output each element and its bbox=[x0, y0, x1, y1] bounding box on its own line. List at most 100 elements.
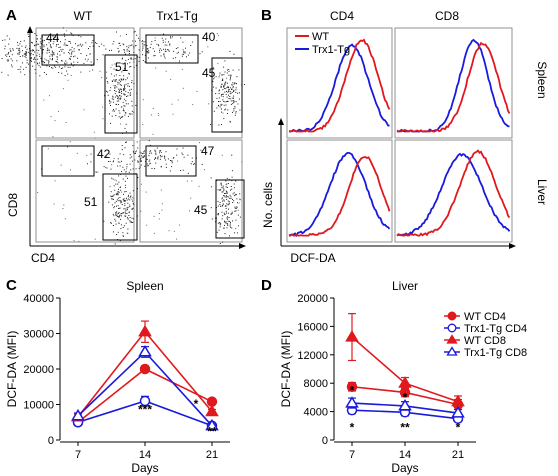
histogram-spleen-cd4 bbox=[286, 27, 393, 139]
panel-b-xlabel: DCF-DA bbox=[290, 251, 335, 265]
panel-b-header-cd8: CD8 bbox=[435, 9, 459, 23]
pct-cd4: 51 bbox=[115, 60, 129, 74]
x-axis-label: Days bbox=[131, 461, 158, 475]
y-tick-label: 0 bbox=[322, 435, 328, 447]
data-point bbox=[346, 381, 358, 392]
panel-c-letter: C bbox=[6, 277, 17, 294]
data-point bbox=[138, 344, 152, 357]
data-point bbox=[398, 376, 412, 388]
data-point bbox=[205, 418, 219, 431]
flow-plot-wt-bottom: 42 51 bbox=[1, 42, 141, 245]
x-tick-label: 14 bbox=[399, 449, 411, 461]
y-tick-label: 16000 bbox=[297, 321, 328, 333]
histogram-spleen-cd8 bbox=[394, 27, 513, 139]
panel-a-axes bbox=[27, 26, 246, 249]
data-point bbox=[398, 398, 412, 411]
legend-marker bbox=[446, 346, 458, 356]
legend-marker bbox=[446, 334, 458, 344]
series-wt-cd8 bbox=[345, 313, 465, 408]
legend-label: WT CD8 bbox=[464, 335, 506, 347]
pct-cd8: 42 bbox=[97, 147, 111, 161]
legend-marker bbox=[447, 311, 457, 321]
series-trx1-tg-cd8 bbox=[345, 396, 465, 418]
x-tick-label: 14 bbox=[139, 449, 151, 461]
panel-b-ylabel: No. cells bbox=[261, 182, 275, 228]
histogram-liver-cd8 bbox=[394, 139, 513, 243]
pct-cd4: 45 bbox=[202, 66, 216, 80]
x-tick-label: 7 bbox=[75, 449, 81, 461]
panel-a-xlabel: CD4 bbox=[31, 251, 55, 265]
significance-marker: * bbox=[456, 420, 461, 434]
data-point bbox=[205, 404, 219, 417]
y-tick-label: 8000 bbox=[304, 378, 328, 390]
gate-cd8 bbox=[145, 34, 199, 64]
significance-marker: * bbox=[350, 420, 355, 434]
flow-plot-wt-top: 44 51 bbox=[2, 27, 138, 139]
data-point bbox=[71, 408, 85, 421]
data-point bbox=[345, 396, 359, 408]
chart-title: Spleen bbox=[126, 279, 163, 293]
panel-b-row-spleen: Spleen bbox=[535, 61, 549, 98]
data-point bbox=[451, 406, 465, 418]
gate-cd4 bbox=[215, 179, 245, 239]
panel-b-axes bbox=[278, 118, 516, 249]
histogram-liver-cd4 bbox=[286, 139, 393, 243]
gate-cd8 bbox=[41, 145, 95, 177]
pct-cd8: 47 bbox=[201, 144, 215, 158]
y-tick-label: 10000 bbox=[23, 400, 54, 412]
data-point bbox=[139, 363, 151, 375]
data-point bbox=[451, 394, 465, 407]
legend-wt: WT bbox=[312, 31, 329, 43]
significance-marker: * bbox=[350, 384, 355, 398]
chart-title: Liver bbox=[392, 279, 418, 293]
panel-d-letter: D bbox=[261, 277, 272, 294]
significance-marker: *** bbox=[138, 402, 152, 416]
panel-b-letter: B bbox=[261, 7, 272, 24]
x-tick-label: 7 bbox=[349, 449, 355, 461]
panel-a-header-tg: Trx1-Tg bbox=[156, 9, 198, 23]
significance-marker: * bbox=[194, 397, 199, 411]
pct-cd4: 45 bbox=[194, 203, 208, 217]
y-axis-label: DCF-DA (MFI) bbox=[279, 331, 293, 408]
y-tick-label: 12000 bbox=[297, 350, 328, 362]
pct-cd8: 44 bbox=[46, 31, 60, 45]
panel-a-ylabel: CD8 bbox=[6, 193, 20, 217]
gate-cd8 bbox=[145, 145, 197, 177]
flow-plot-tg-top: 40 45 bbox=[95, 27, 245, 139]
panel-b-legend: WT Trx1-Tg bbox=[295, 31, 350, 56]
significance-marker: * bbox=[403, 391, 408, 405]
x-axis-label: Days bbox=[391, 461, 418, 475]
panel-b-header-cd4: CD4 bbox=[330, 9, 354, 23]
gate-cd4 bbox=[104, 54, 138, 134]
y-axis-label: DCF-DA (MFI) bbox=[5, 331, 19, 408]
y-tick-label: 30000 bbox=[23, 329, 54, 341]
y-tick-label: 40000 bbox=[23, 293, 54, 305]
legend-label: Trx1-Tg CD8 bbox=[464, 347, 527, 359]
line-chart-spleen: C Spleen 0 10000 20000 30000 40000 7 14 21 Days DCF… bbox=[5, 277, 230, 475]
line-chart-liver: D Liver 0 4000 8000 12000 16000 20000 7 14 21 Days D… bbox=[261, 277, 527, 475]
y-tick-label: 20000 bbox=[23, 364, 54, 376]
pct-cd4: 51 bbox=[84, 195, 98, 209]
significance-marker: ** bbox=[400, 420, 410, 434]
series-trx1-tg-cd8 bbox=[71, 344, 219, 431]
y-tick-label: 4000 bbox=[304, 407, 328, 419]
flow-plot-tg-bottom: 47 45 bbox=[87, 139, 245, 244]
x-tick-label: 21 bbox=[452, 449, 464, 461]
gate-cd8 bbox=[41, 34, 95, 66]
panel-a-letter: A bbox=[6, 7, 17, 24]
data-point bbox=[345, 330, 359, 342]
panel-a-header-wt: WT bbox=[74, 9, 93, 23]
legend-label: Trx1-Tg CD4 bbox=[464, 323, 527, 335]
legend-tg: Trx1-Tg bbox=[312, 44, 350, 56]
y-tick-label: 0 bbox=[48, 435, 54, 447]
legend-marker bbox=[447, 323, 457, 333]
data-point bbox=[139, 395, 151, 407]
x-tick-label: 21 bbox=[206, 449, 218, 461]
gate-cd4 bbox=[211, 57, 243, 133]
panel-b-row-liver: Liver bbox=[535, 179, 549, 205]
legend-label: WT CD4 bbox=[464, 311, 506, 323]
pct-cd8: 40 bbox=[202, 30, 216, 44]
data-point bbox=[138, 324, 152, 337]
